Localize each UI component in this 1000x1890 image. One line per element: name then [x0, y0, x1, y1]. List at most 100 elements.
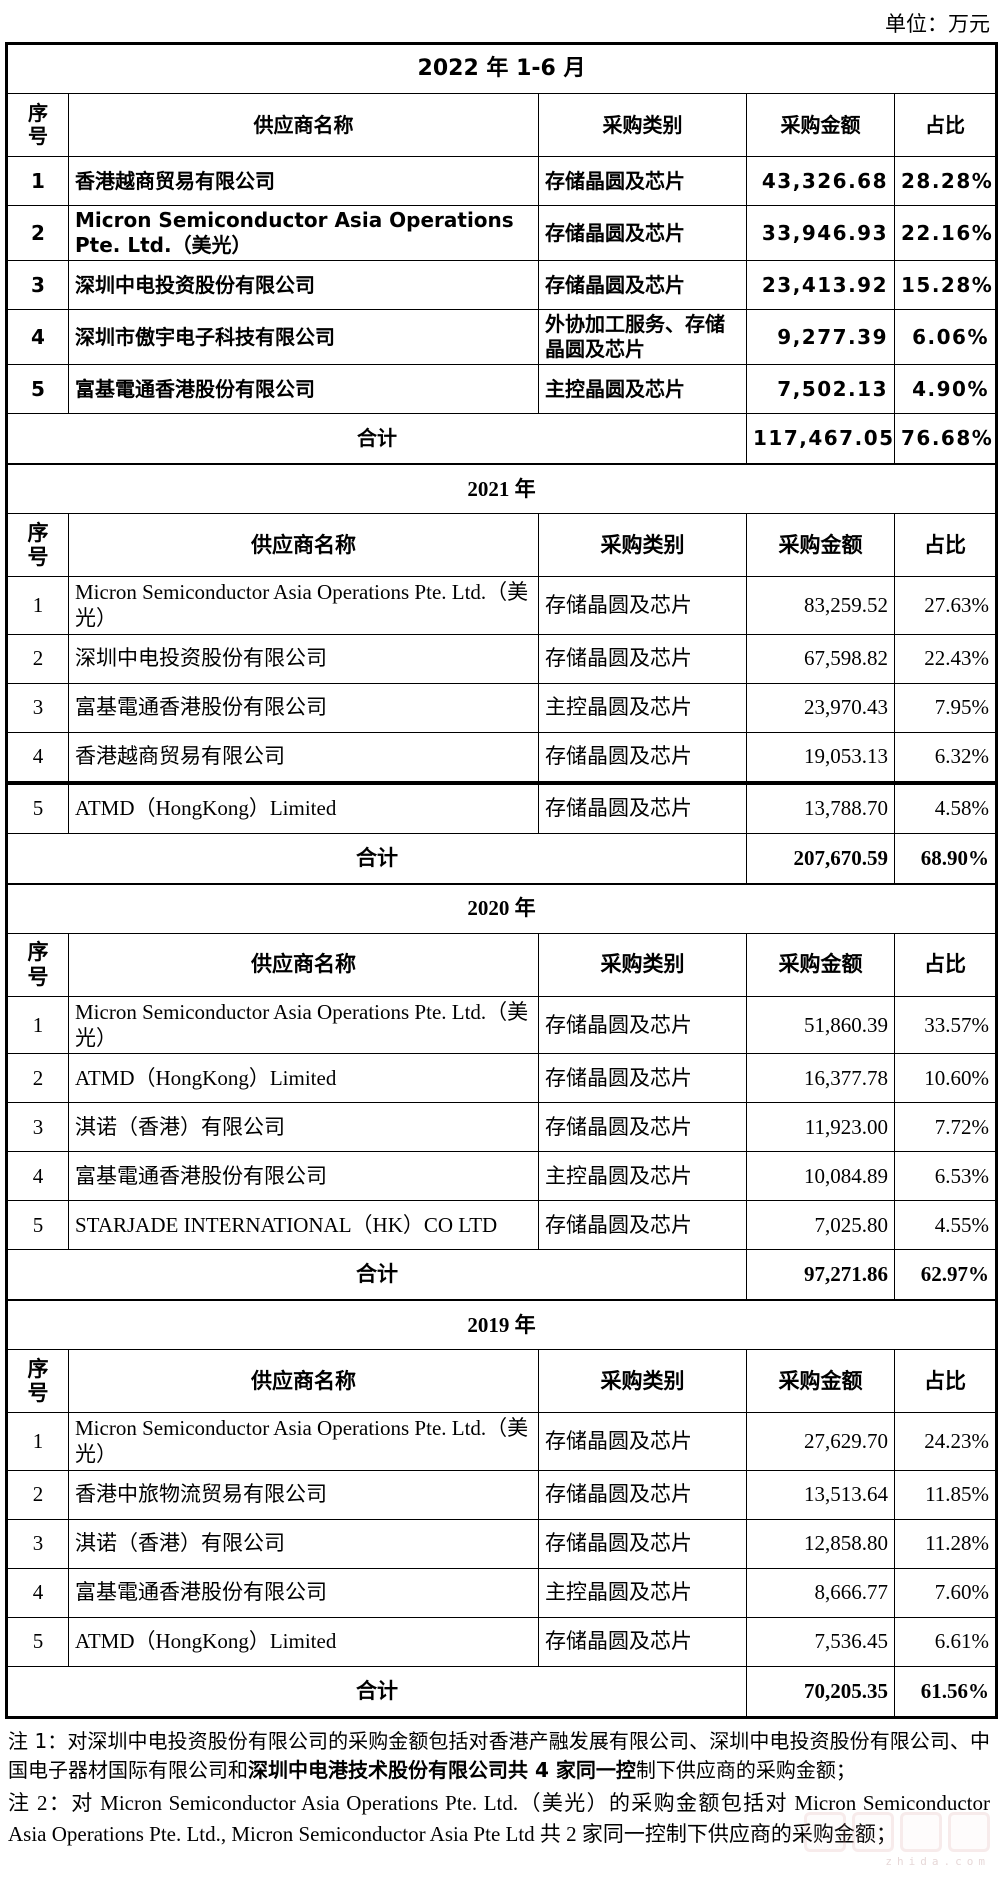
row-index: 3	[5, 1518, 69, 1569]
purchase-amount: 12,858.80	[746, 1518, 895, 1569]
purchase-share: 7.60%	[893, 1567, 999, 1618]
watermark-url: zhida.com	[885, 1855, 990, 1868]
supplier-name: ATMD（HongKong）Limited	[68, 1616, 539, 1667]
header-row: 序号供应商名称 采购类别 采购金额 占比	[5, 93, 998, 157]
supplier-name: 香港越商贸易有限公司	[68, 156, 539, 206]
total-row: 合计 117,467.05 76.68%	[5, 413, 998, 464]
purchase-category: 存储晶圆及芯片	[538, 205, 747, 261]
unit-label: 单位：万元	[885, 12, 990, 36]
period-table: 2021 年序号供应商名称 采购类别 采购金额 占比 1 Micron Semicondu…	[4, 464, 999, 884]
col-header-index-text: 序号	[27, 520, 49, 569]
period-table: 2022 年 1-6 月序号供应商名称 采购类别 采购金额 占比 1 香港越商贸易有限公司…	[5, 42, 998, 464]
purchase-amount: 51,860.39	[746, 995, 895, 1054]
purchase-category: 存储晶圆及芯片	[538, 1412, 747, 1471]
supplier-name: Micron Semiconductor Asia Operations Pte…	[68, 576, 539, 635]
col-header-supplier: 供应商名称	[68, 932, 539, 997]
col-header-share: 占比	[893, 1349, 999, 1413]
purchase-category: 存储晶圆及芯片	[538, 1616, 747, 1667]
supplier-name: 富基電通香港股份有限公司	[68, 682, 539, 733]
row-index: 4	[5, 1151, 69, 1201]
footnote-segment: 注 2：对 Micron Semiconductor Asia Operatio…	[8, 1790, 990, 1846]
table-row: 1 香港越商贸易有限公司 存储晶圆及芯片 43,326.68 28.28%	[5, 156, 998, 206]
footnote-segment: 制下供应商的采购金额；	[635, 1758, 856, 1783]
table-row: 4 富基電通香港股份有限公司 主控晶圆及芯片 10,084.89 6.53%	[5, 1151, 999, 1201]
period-title: 2021 年	[4, 464, 999, 514]
purchase-category: 存储晶圆及芯片	[538, 1102, 747, 1152]
purchase-amount: 67,598.82	[746, 633, 895, 684]
footnote-segment: 注 1：对深圳中电投资股份有限公司的采购金额包括对香港产融发展有限公司、深圳中电…	[8, 1728, 990, 1783]
supplier-name: 深圳中电投资股份有限公司	[68, 633, 539, 684]
col-header-category: 采购类别	[538, 513, 747, 577]
purchase-category: 存储晶圆及芯片	[538, 156, 747, 206]
purchase-share: 24.23%	[893, 1412, 999, 1471]
col-header-amount: 采购金额	[746, 1349, 895, 1413]
supplier-name: Micron Semiconductor Asia Operations Pte…	[68, 205, 539, 261]
footnote-segment: 深圳中电港技术股份有限公司共 4 家同一控	[248, 1758, 636, 1783]
table-row: 3 富基電通香港股份有限公司 主控晶圆及芯片 23,970.43 7.95%	[5, 682, 999, 733]
total-share: 62.97%	[893, 1249, 999, 1300]
supplier-name: STARJADE INTERNATIONAL（HK）CO LTD	[68, 1200, 539, 1250]
col-header-share: 占比	[893, 513, 999, 577]
period-title-row: 2021 年	[4, 464, 999, 514]
row-index: 4	[5, 1567, 69, 1618]
purchase-category: 主控晶圆及芯片	[538, 1151, 747, 1201]
table-row: 5 ATMD（HongKong）Limited 存储晶圆及芯片 7,536.45 6.6…	[5, 1616, 999, 1667]
supplier-name: 富基電通香港股份有限公司	[68, 1151, 539, 1201]
purchase-share: 7.72%	[893, 1102, 999, 1152]
col-header-index: 序号	[5, 513, 69, 577]
total-label: 合计	[5, 832, 747, 884]
col-header-category: 采购类别	[538, 1349, 747, 1413]
supplier-name: Micron Semiconductor Asia Operations Pte…	[68, 1412, 539, 1471]
row-index: 2	[5, 633, 69, 684]
supplier-tables: 2022 年 1-6 月序号供应商名称 采购类别 采购金额 占比 1 香港越商贸易有限公司…	[0, 42, 1000, 1719]
supplier-name: 富基電通香港股份有限公司	[68, 1567, 539, 1618]
purchase-category: 存储晶圆及芯片	[538, 1200, 747, 1250]
footnote-2: 注 2：对 Micron Semiconductor Asia Operatio…	[8, 1788, 990, 1850]
purchase-share: 6.61%	[893, 1616, 999, 1667]
total-share: 68.90%	[893, 832, 999, 884]
table-row: 5 ATMD（HongKong）Limited 存储晶圆及芯片 13,788.70 4.…	[5, 780, 999, 834]
table-row: 2 Micron Semiconductor Asia Operations Pt…	[5, 205, 998, 261]
col-header-supplier: 供应商名称	[68, 93, 539, 157]
purchase-category: 存储晶圆及芯片	[538, 633, 747, 684]
purchase-share: 6.32%	[893, 731, 999, 783]
purchase-share: 15.28%	[894, 260, 998, 310]
purchase-amount: 13,513.64	[746, 1469, 895, 1520]
period-title: 2019 年	[4, 1300, 999, 1350]
supplier-name: 淇诺（香港）有限公司	[68, 1518, 539, 1569]
supplier-name: ATMD（HongKong）Limited	[68, 780, 539, 834]
row-index: 4	[5, 309, 69, 365]
purchase-share: 4.55%	[893, 1200, 999, 1250]
purchase-share: 22.16%	[894, 205, 998, 261]
col-header-category: 采购类别	[538, 932, 747, 997]
period-title-row: 2022 年 1-6 月	[5, 42, 998, 94]
table-row: 3 淇诺（香港）有限公司 存储晶圆及芯片 12,858.80 11.28%	[5, 1518, 999, 1569]
row-index: 1	[5, 576, 69, 635]
purchase-category: 存储晶圆及芯片	[538, 780, 747, 834]
purchase-category: 存储晶圆及芯片	[538, 1469, 747, 1520]
supplier-name: 富基電通香港股份有限公司	[68, 364, 539, 414]
col-header-amount: 采购金额	[746, 513, 895, 577]
purchase-category: 存储晶圆及芯片	[538, 731, 747, 783]
purchase-category: 外协加工服务、存储晶圆及芯片	[538, 309, 747, 365]
purchase-amount: 13,788.70	[746, 780, 895, 834]
purchase-amount: 7,025.80	[746, 1200, 895, 1250]
row-index: 5	[5, 780, 69, 834]
total-label: 合计	[5, 1249, 747, 1300]
footnotes: 注 1：对深圳中电投资股份有限公司的采购金额包括对香港产融发展有限公司、深圳中电…	[8, 1727, 990, 1850]
purchase-amount: 19,053.13	[746, 731, 895, 783]
purchase-amount: 33,946.93	[746, 205, 895, 261]
purchase-share: 33.57%	[893, 995, 999, 1054]
document-page: 单位：万元 2022 年 1-6 月序号供应商名称 采购类别 采购金额 占比 1 香港越商…	[0, 12, 1000, 1868]
row-index: 5	[5, 1616, 69, 1667]
col-header-index: 序号	[5, 93, 69, 157]
row-index: 1	[5, 156, 69, 206]
row-index: 2	[5, 1053, 69, 1103]
supplier-name: 深圳市傲宇电子科技有限公司	[68, 309, 539, 365]
total-amount: 207,670.59	[746, 832, 895, 884]
col-header-supplier: 供应商名称	[68, 1349, 539, 1413]
col-header-index: 序号	[5, 1349, 69, 1413]
purchase-amount: 83,259.52	[746, 576, 895, 635]
total-row: 合计 97,271.86 62.97%	[5, 1249, 999, 1300]
col-header-share: 占比	[893, 932, 999, 997]
